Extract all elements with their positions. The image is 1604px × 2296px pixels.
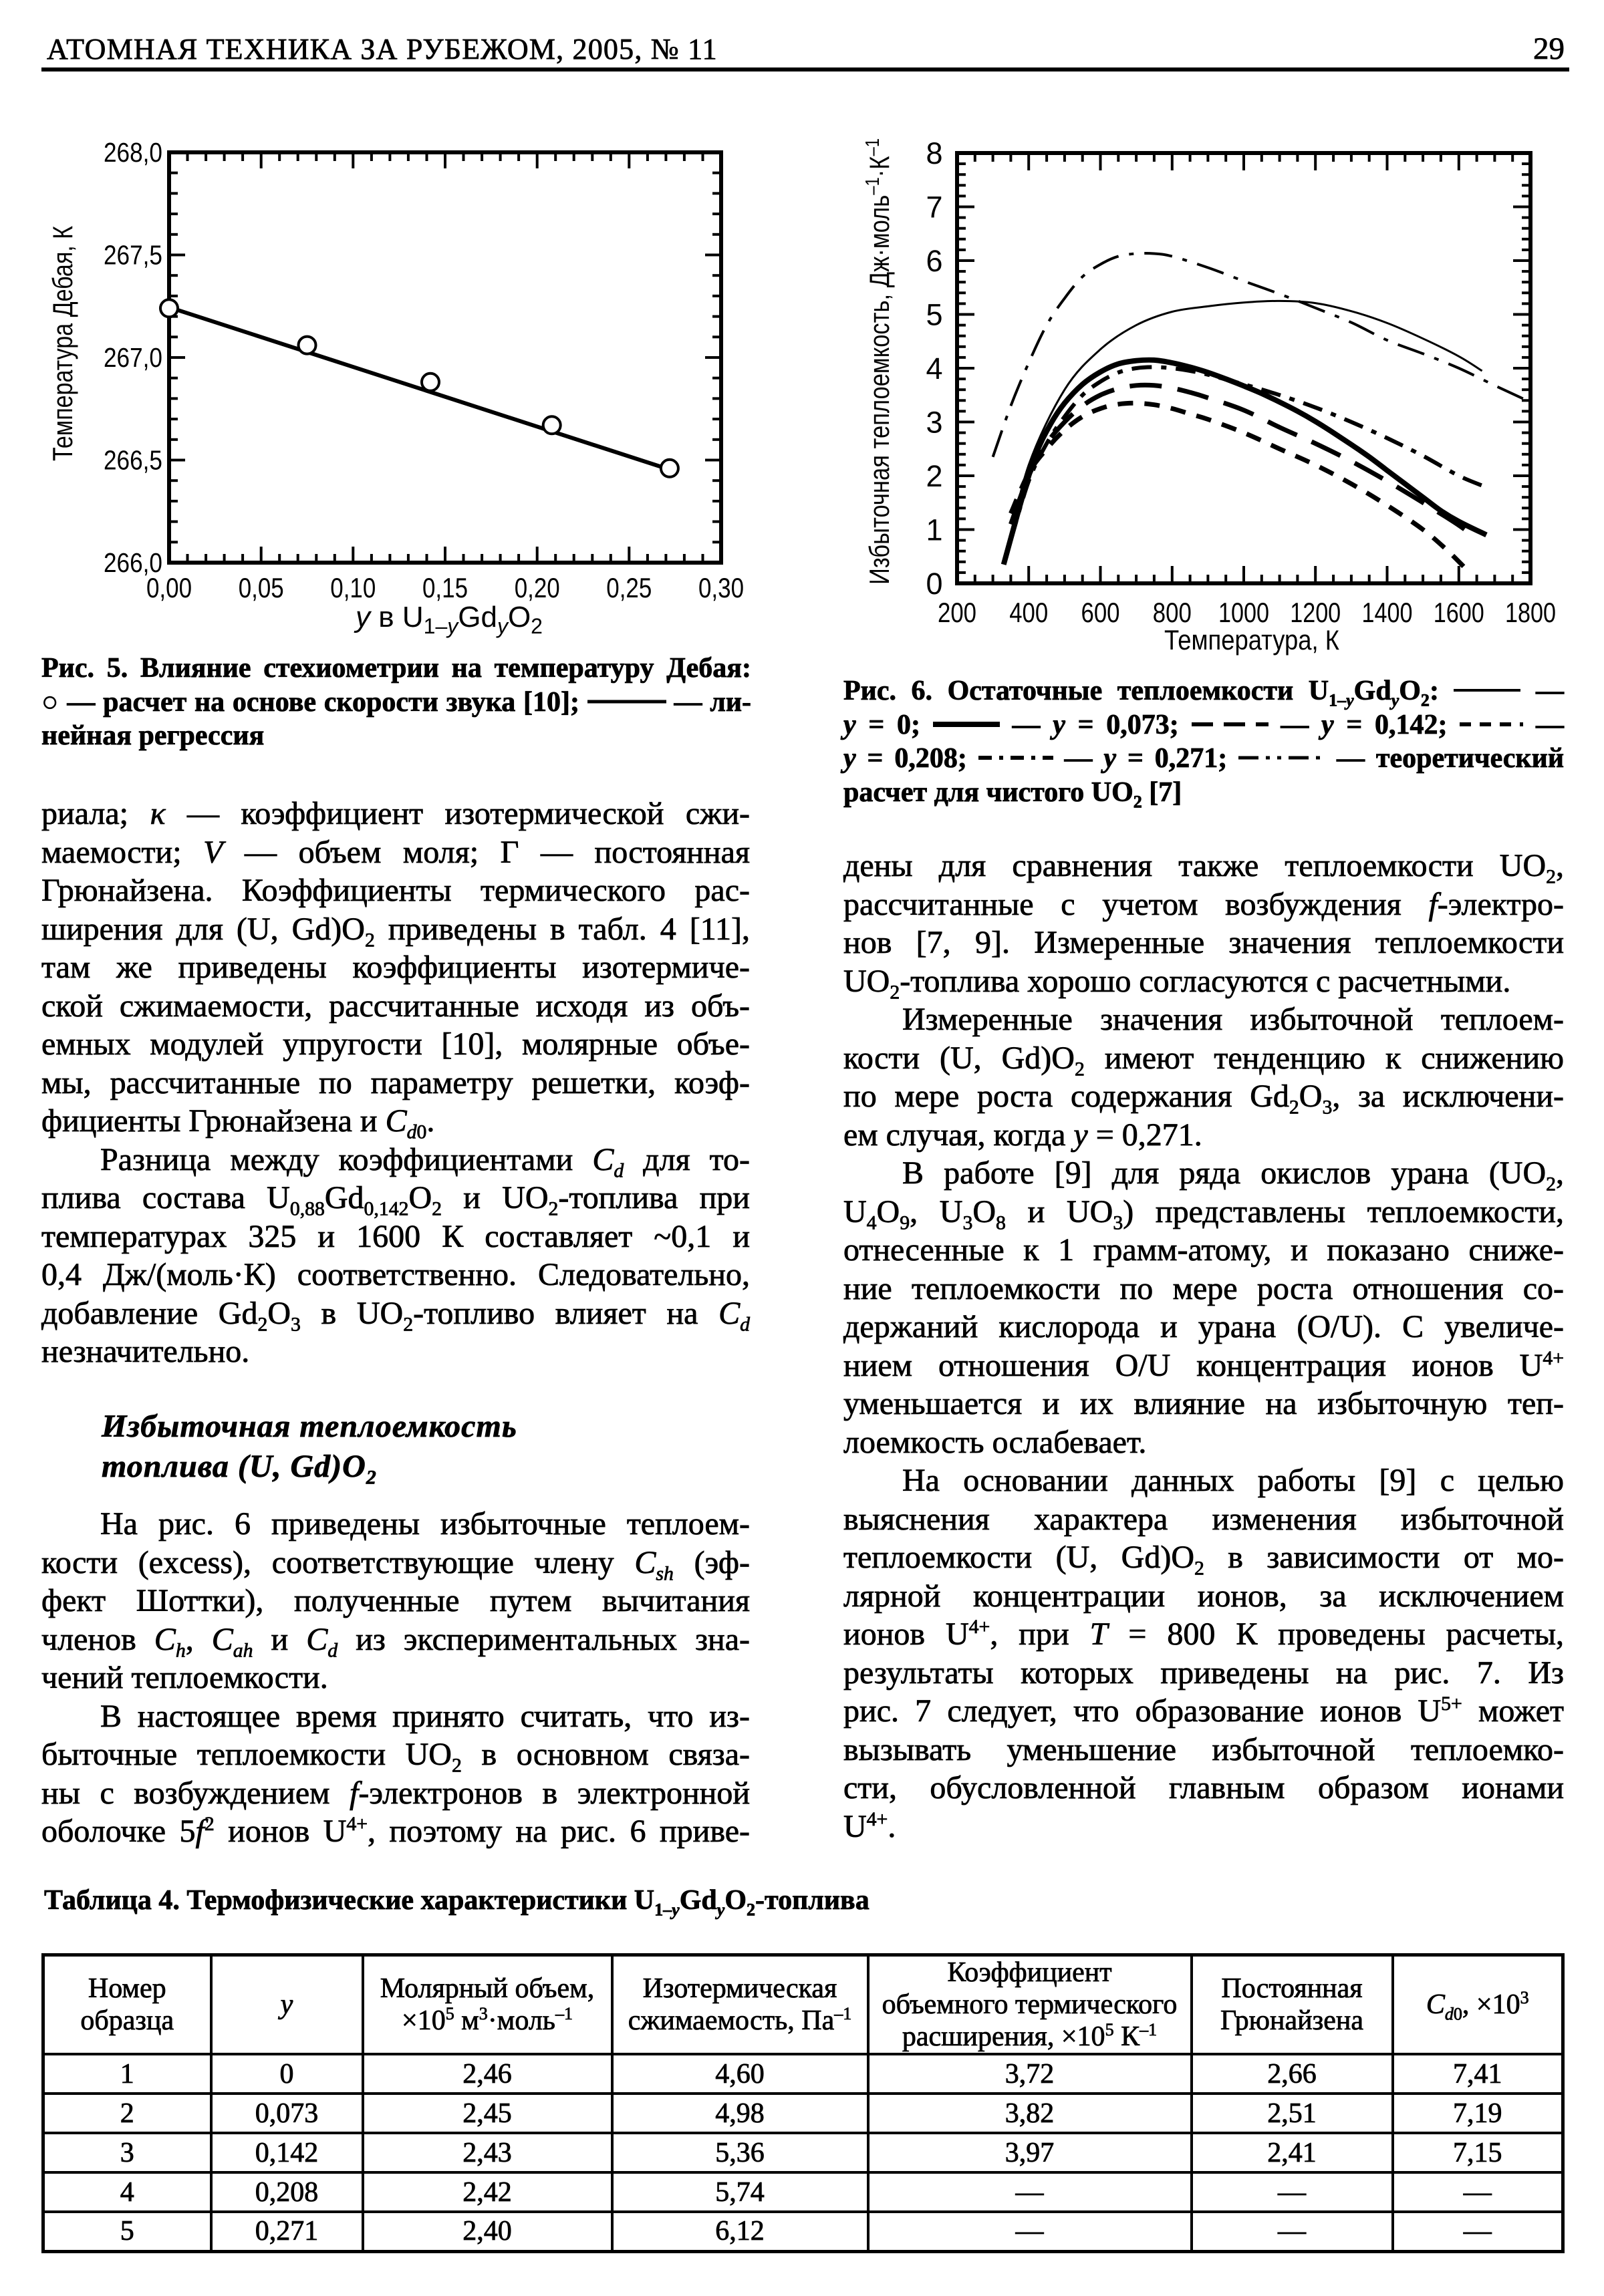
svg-text:4: 4: [926, 351, 942, 386]
svg-text:267,0: 267,0: [104, 342, 162, 373]
svg-text:0,20: 0,20: [515, 572, 560, 603]
svg-text:8: 8: [926, 136, 942, 170]
svg-text:6: 6: [926, 244, 942, 278]
svg-text:1600: 1600: [1434, 597, 1484, 628]
svg-text:0,30: 0,30: [698, 572, 744, 603]
svg-text:1800: 1800: [1505, 597, 1556, 628]
svg-text:0,00: 0,00: [146, 572, 192, 603]
svg-text:0,10: 0,10: [330, 572, 376, 603]
svg-text:1: 1: [926, 513, 942, 547]
svg-text:400: 400: [1009, 597, 1048, 628]
svg-text:1400: 1400: [1362, 597, 1413, 628]
svg-text:Избыточная теплоемкость, Дж·мо: Избыточная теплоемкость, Дж·моль–1·К–1: [862, 138, 895, 585]
svg-text:7: 7: [926, 190, 942, 225]
svg-text:1000: 1000: [1218, 597, 1269, 628]
svg-text:0,25: 0,25: [606, 572, 652, 603]
svg-text:1200: 1200: [1290, 597, 1341, 628]
svg-text:y в U1–yGdyO2: y в U1–yGdyO2: [354, 601, 543, 638]
svg-text:2: 2: [926, 459, 942, 493]
svg-text:267,5: 267,5: [104, 240, 162, 271]
svg-text:266,0: 266,0: [104, 547, 162, 578]
svg-text:600: 600: [1081, 597, 1120, 628]
svg-text:200: 200: [938, 597, 976, 628]
svg-text:0: 0: [926, 567, 942, 601]
svg-text:268,0: 268,0: [104, 137, 162, 168]
svg-text:0,05: 0,05: [239, 572, 284, 603]
svg-text:0,15: 0,15: [422, 572, 468, 603]
svg-text:Температура, К: Температура, К: [1164, 624, 1339, 656]
svg-text:Температура Дебая, К: Температура Дебая, К: [47, 226, 78, 461]
svg-text:5: 5: [926, 298, 942, 332]
svg-text:800: 800: [1153, 597, 1192, 628]
svg-text:3: 3: [926, 406, 942, 440]
svg-text:266,5: 266,5: [104, 445, 162, 476]
